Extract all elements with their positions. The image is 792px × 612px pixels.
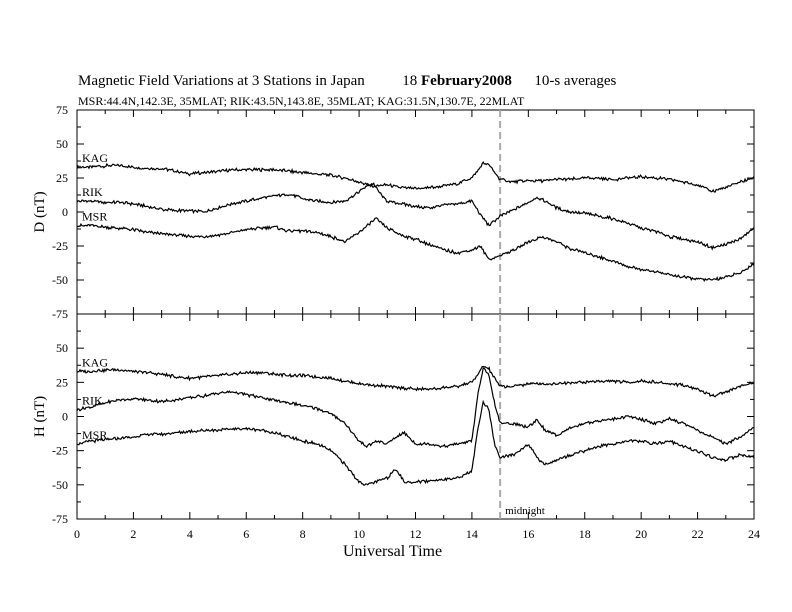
y-axis-label: H (nT) xyxy=(32,396,48,437)
title-date-day: 18 xyxy=(402,73,418,89)
y-tick-label: -50 xyxy=(52,273,68,287)
y-tick-label: 25 xyxy=(56,171,68,185)
y-tick-label: 25 xyxy=(56,375,68,389)
y-tick-label: -75 xyxy=(52,307,68,321)
series-label-msr: MSR xyxy=(82,210,107,224)
y-tick-label: 50 xyxy=(56,341,68,355)
title-date-month-year: February2008 xyxy=(421,73,512,89)
title-main: Magnetic Field Variations at 3 Stations … xyxy=(78,73,365,89)
chart-subtitle: MSR:44.4N,142.3E, 35MLAT; RIK:43.5N,143.… xyxy=(78,94,525,108)
x-tick-label: 8 xyxy=(300,527,306,541)
series-label-kag: KAG xyxy=(82,355,108,369)
chart-title: Magnetic Field Variations at 3 Stations … xyxy=(78,73,616,90)
y-tick-label: 75 xyxy=(56,103,68,117)
y-tick-label: -75 xyxy=(52,512,68,526)
x-tick-label: 10 xyxy=(353,527,365,541)
series-line-kag-top xyxy=(76,160,755,193)
x-tick-label: 18 xyxy=(579,527,591,541)
x-axis-label: Universal Time xyxy=(343,543,442,560)
y-tick-label: 0 xyxy=(62,410,68,424)
series-label-msr: MSR xyxy=(82,428,107,442)
series-label-rik: RIK xyxy=(82,185,103,199)
x-tick-label: 2 xyxy=(130,527,136,541)
x-tick-label: 24 xyxy=(748,527,760,541)
y-tick-label: -25 xyxy=(52,239,68,253)
series-line-msr-top xyxy=(76,217,755,282)
midnight-annotation: midnight xyxy=(505,505,545,517)
x-tick-label: 6 xyxy=(243,527,249,541)
series-line-rik-top xyxy=(76,182,755,251)
x-tick-label: 16 xyxy=(522,527,534,541)
series-label-kag: KAG xyxy=(82,151,108,165)
y-axis-label: D (nT) xyxy=(32,191,48,232)
y-tick-label: 50 xyxy=(56,137,68,151)
y-tick-label: -50 xyxy=(52,478,68,492)
series-line-kag-bottom xyxy=(76,365,755,398)
y-tick-label: -25 xyxy=(52,444,68,458)
series-label-rik: RIK xyxy=(82,394,103,408)
x-tick-label: 12 xyxy=(410,527,422,541)
x-tick-label: 20 xyxy=(635,527,647,541)
title-averaging: 10-s averages xyxy=(534,73,617,89)
x-tick-label: 14 xyxy=(466,527,478,541)
panel-frame-top xyxy=(76,109,755,315)
y-tick-label: 0 xyxy=(62,205,68,219)
panel-frame-bottom xyxy=(76,313,755,520)
series-line-rik-bottom xyxy=(76,367,755,449)
x-tick-label: 22 xyxy=(692,527,704,541)
series-line-msr-bottom xyxy=(76,399,755,486)
x-tick-label: 0 xyxy=(74,527,80,541)
x-tick-label: 4 xyxy=(187,527,193,541)
